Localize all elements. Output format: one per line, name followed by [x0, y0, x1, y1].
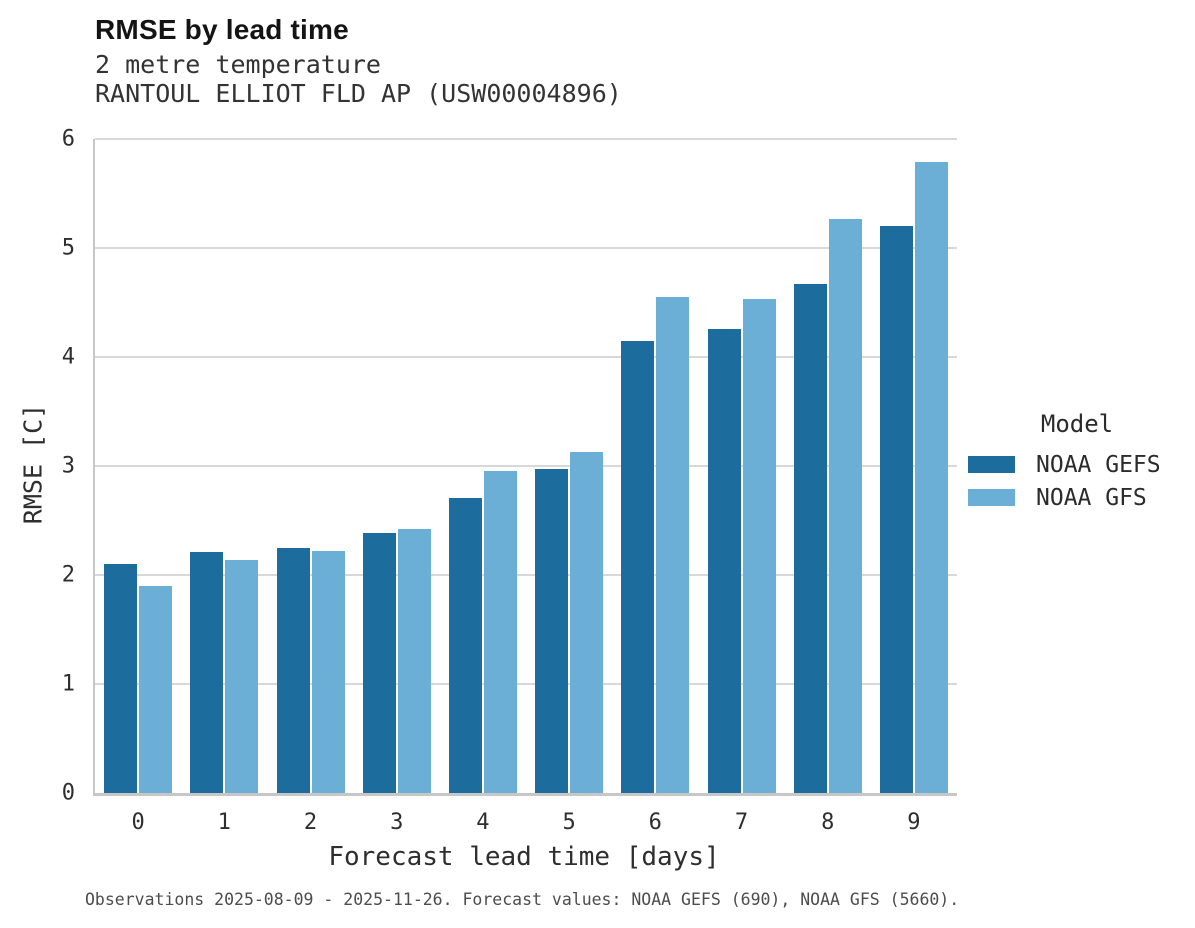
bar-noaa-gfs-day7	[742, 299, 776, 793]
chart-subtitle-variable: 2 metre temperature	[95, 50, 381, 79]
bar-noaa-gfs-day6	[656, 297, 690, 793]
chart-subtitle-station: RANTOUL ELLIOT FLD AP (USW00004896)	[95, 79, 622, 108]
bar-noaa-gfs-day2	[311, 551, 345, 793]
legend-label: NOAA GFS	[1036, 484, 1147, 511]
y-tick-label-3: 3	[61, 453, 75, 479]
y-tick-label-1: 1	[61, 671, 75, 697]
x-tick-label-1: 1	[217, 810, 231, 835]
legend: Model NOAA GEFS NOAA GFS	[968, 410, 1186, 514]
gridline-3	[95, 465, 957, 467]
x-tick-label-5: 5	[562, 810, 576, 835]
gridline-4	[95, 356, 957, 358]
x-tick-label-7: 7	[734, 810, 749, 835]
y-tick-label-5: 5	[61, 235, 75, 261]
plot-area: 0 1 2 3 4 5 6 0 1 2 3 4 5 6 7 8 9	[62, 127, 957, 835]
y-axis-label: RMSE [C]	[18, 403, 48, 525]
x-tick-label-0: 0	[131, 810, 145, 835]
bar-noaa-gefs-day9	[879, 226, 913, 793]
y-tick-label-2: 2	[61, 562, 75, 588]
legend-items: NOAA GEFS NOAA GFS	[968, 448, 1186, 514]
y-tick-label-4: 4	[61, 344, 75, 370]
bar-noaa-gfs-day3	[397, 529, 431, 793]
legend-item-noaa-gfs: NOAA GFS	[968, 481, 1186, 514]
bar-noaa-gefs-day2	[276, 547, 310, 793]
bar-noaa-gfs-day5	[570, 451, 604, 793]
bar-noaa-gefs-day1	[190, 552, 224, 793]
legend-swatch-noaa-gfs	[968, 489, 1015, 506]
bar-noaa-gefs-day4	[448, 497, 482, 793]
gridline-6	[95, 138, 957, 140]
footer-caption: Observations 2025-08-09 - 2025-11-26. Fo…	[85, 890, 960, 909]
bar-noaa-gfs-day4	[483, 471, 517, 793]
legend-label: NOAA GEFS	[1036, 451, 1161, 478]
legend-swatch-noaa-gefs	[968, 456, 1015, 473]
bar-noaa-gefs-day7	[707, 328, 741, 793]
x-tick-label-2: 2	[303, 810, 318, 835]
x-axis-label: Forecast lead time [days]	[328, 842, 720, 872]
chart-title: RMSE by lead time	[95, 14, 349, 45]
bar-noaa-gefs-day0	[104, 564, 138, 793]
bar-noaa-gefs-day8	[793, 283, 827, 793]
x-tick-label-8: 8	[821, 810, 835, 835]
legend-item-noaa-gefs: NOAA GEFS	[968, 448, 1186, 481]
bar-noaa-gefs-day5	[535, 469, 569, 793]
bar-noaa-gfs-day1	[225, 559, 259, 793]
bar-noaa-gefs-day3	[362, 532, 396, 793]
gridline-2	[95, 574, 957, 576]
bar-noaa-gfs-day0	[139, 585, 173, 793]
x-tick-label-4: 4	[476, 810, 490, 835]
legend-title: Model	[1040, 410, 1114, 438]
y-tick-label-6: 6	[61, 126, 75, 152]
bar-noaa-gfs-day8	[828, 218, 862, 793]
x-tick-label-9: 9	[907, 810, 921, 835]
bar-noaa-gfs-day9	[914, 161, 948, 793]
gridline-5	[95, 247, 957, 249]
y-tick-label-0: 0	[61, 780, 75, 806]
gridline-1	[95, 683, 957, 685]
x-tick-label-3: 3	[390, 810, 404, 835]
x-tick-label-6: 6	[648, 810, 662, 835]
bar-noaa-gefs-day6	[621, 340, 655, 793]
